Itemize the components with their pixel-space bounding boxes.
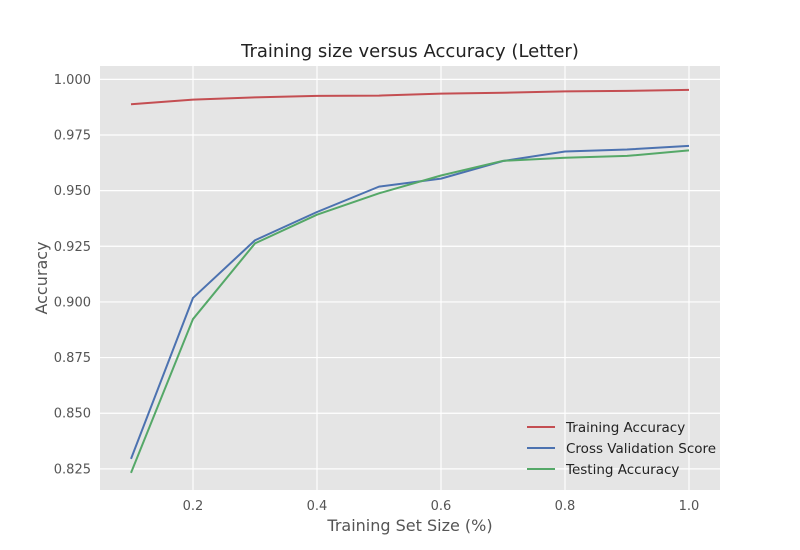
series-lines xyxy=(130,88,690,474)
legend-label-training-accuracy: Training Accuracy xyxy=(565,420,685,436)
x-tick-label: 0.4 xyxy=(307,499,328,514)
plot-area xyxy=(100,66,720,490)
legend: Training Accuracy Cross Validation Score T… xyxy=(527,420,716,478)
y-tick-label: 1.000 xyxy=(54,73,91,88)
series-line-training-accuracy xyxy=(130,88,690,106)
y-axis-label: Accuracy xyxy=(32,241,51,314)
series-line-cross-validation-score xyxy=(130,144,690,460)
y-tick-label: 0.850 xyxy=(54,407,91,422)
y-tick-label: 0.875 xyxy=(54,351,91,366)
legend-label-testing-accuracy: Testing Accuracy xyxy=(565,462,679,478)
y-axis-ticks: 0.825 0.850 0.875 0.900 0.925 0.950 0.975 1.000 xyxy=(54,73,91,478)
series-line-testing-accuracy xyxy=(130,149,690,474)
grid-lines xyxy=(100,66,720,490)
x-tick-label: 0.8 xyxy=(555,499,576,514)
y-tick-label: 0.900 xyxy=(54,295,91,310)
legend-label-cross-validation-score: Cross Validation Score xyxy=(566,441,716,457)
x-tick-label: 1.0 xyxy=(679,499,700,514)
x-axis-ticks: 0.2 0.4 0.6 0.8 1.0 xyxy=(183,499,700,514)
x-axis-label: Training Set Size (%) xyxy=(326,516,492,535)
y-tick-label: 0.950 xyxy=(54,184,91,199)
x-tick-label: 0.2 xyxy=(183,499,204,514)
y-tick-label: 0.975 xyxy=(54,128,91,143)
y-tick-label: 0.925 xyxy=(54,240,91,255)
y-tick-label: 0.825 xyxy=(54,462,91,477)
chart-title: Training size versus Accuracy (Letter) xyxy=(240,41,579,62)
x-tick-label: 0.6 xyxy=(431,499,452,514)
